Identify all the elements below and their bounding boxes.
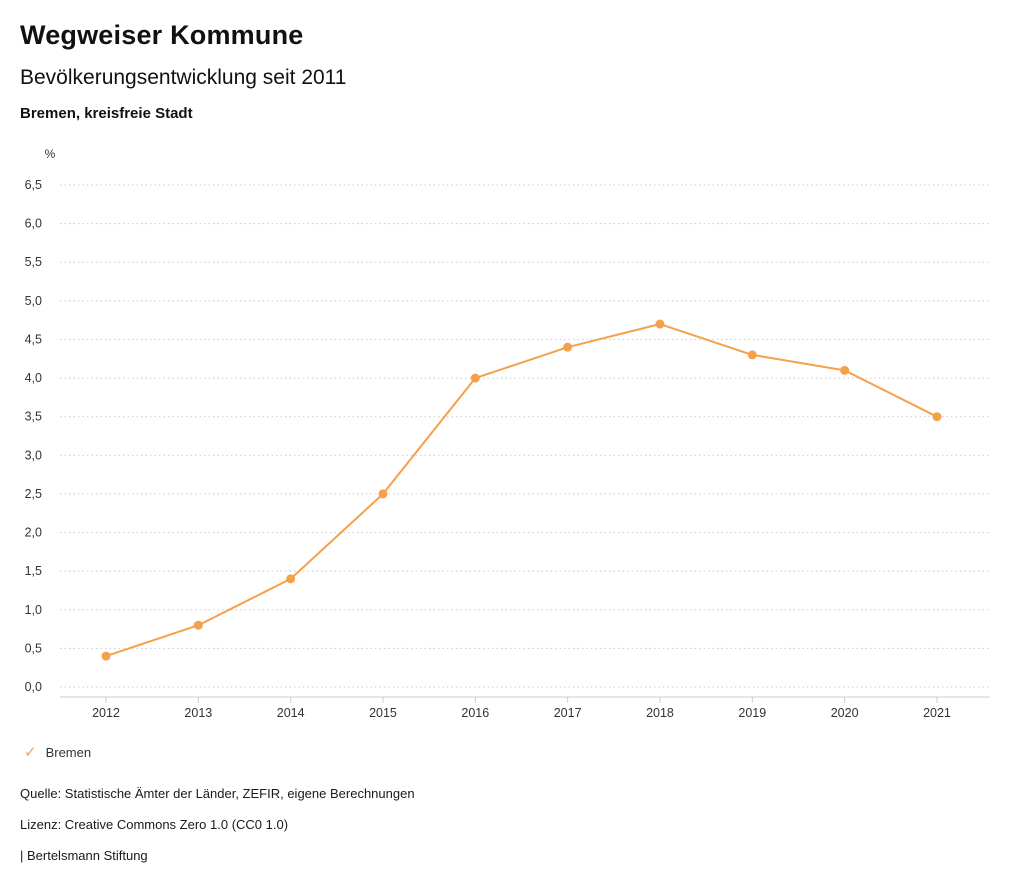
source-note: Quelle: Statistische Ämter der Länder, Z…: [20, 786, 415, 801]
y-tick-label: 2,0: [25, 526, 42, 540]
series-line-bremen: [105, 323, 938, 658]
x-tick-label: 2016: [461, 706, 489, 720]
x-tick-label: 2012: [92, 706, 120, 720]
license-note: Lizenz: Creative Commons Zero 1.0 (CC0 1…: [20, 817, 289, 832]
population-line-chart: % 0,0 0,5 1,0 1,5 2,0 2,5 3,0 3,5 4,0 4,5 5,0 5,5 6,0…: [25, 147, 990, 720]
x-tick-label: 2013: [184, 706, 212, 720]
data-point-2021: [932, 412, 942, 422]
region-subtitle: Bremen, kreisfreie Stadt: [20, 105, 193, 122]
x-tick-label: 2019: [738, 706, 766, 720]
y-tick-label: 0,0: [25, 680, 42, 694]
y-tick-label: 4,0: [25, 371, 42, 385]
legend-label: Bremen: [45, 745, 92, 760]
y-tick-label: 4,5: [25, 332, 42, 346]
y-tick-label: 5,5: [25, 255, 42, 269]
y-tick-label: 5,0: [25, 294, 42, 308]
y-tick-label: 3,0: [25, 448, 42, 462]
data-point-2016: [470, 373, 480, 383]
data-point-2012: [101, 651, 111, 661]
legend-check-icon: ✓: [24, 744, 37, 761]
x-tick-label: 2020: [831, 706, 859, 720]
y-tick-label: 1,5: [25, 564, 42, 578]
legend-item-bremen[interactable]: ✓ Bremen: [24, 745, 91, 760]
y-axis-unit-label: %: [45, 147, 56, 161]
x-tick-label: 2017: [554, 706, 582, 720]
chart-title: Bevölkerungsentwicklung seit 2011: [20, 66, 347, 89]
y-tick-label: 6,5: [25, 178, 42, 192]
page-title: Wegweiser Kommune: [20, 20, 304, 50]
data-point-2017: [563, 342, 573, 352]
data-point-2020: [840, 365, 850, 375]
data-point-2018: [655, 319, 665, 329]
y-tick-label: 0,5: [25, 641, 42, 655]
data-point-2015: [378, 489, 388, 499]
x-tick-label: 2014: [277, 706, 305, 720]
x-tick-label: 2021: [923, 706, 951, 720]
y-tick-label: 6,0: [25, 217, 42, 231]
x-tick-label: 2015: [369, 706, 397, 720]
data-point-2014: [286, 574, 296, 584]
data-point-2019: [747, 350, 757, 360]
attribution-note: | Bertelsmann Stiftung: [20, 848, 148, 863]
y-tick-label: 1,0: [25, 603, 42, 617]
data-point-2013: [193, 620, 203, 630]
y-tick-label: 3,5: [25, 410, 42, 424]
y-tick-label: 2,5: [25, 487, 42, 501]
x-tick-label: 2018: [646, 706, 674, 720]
